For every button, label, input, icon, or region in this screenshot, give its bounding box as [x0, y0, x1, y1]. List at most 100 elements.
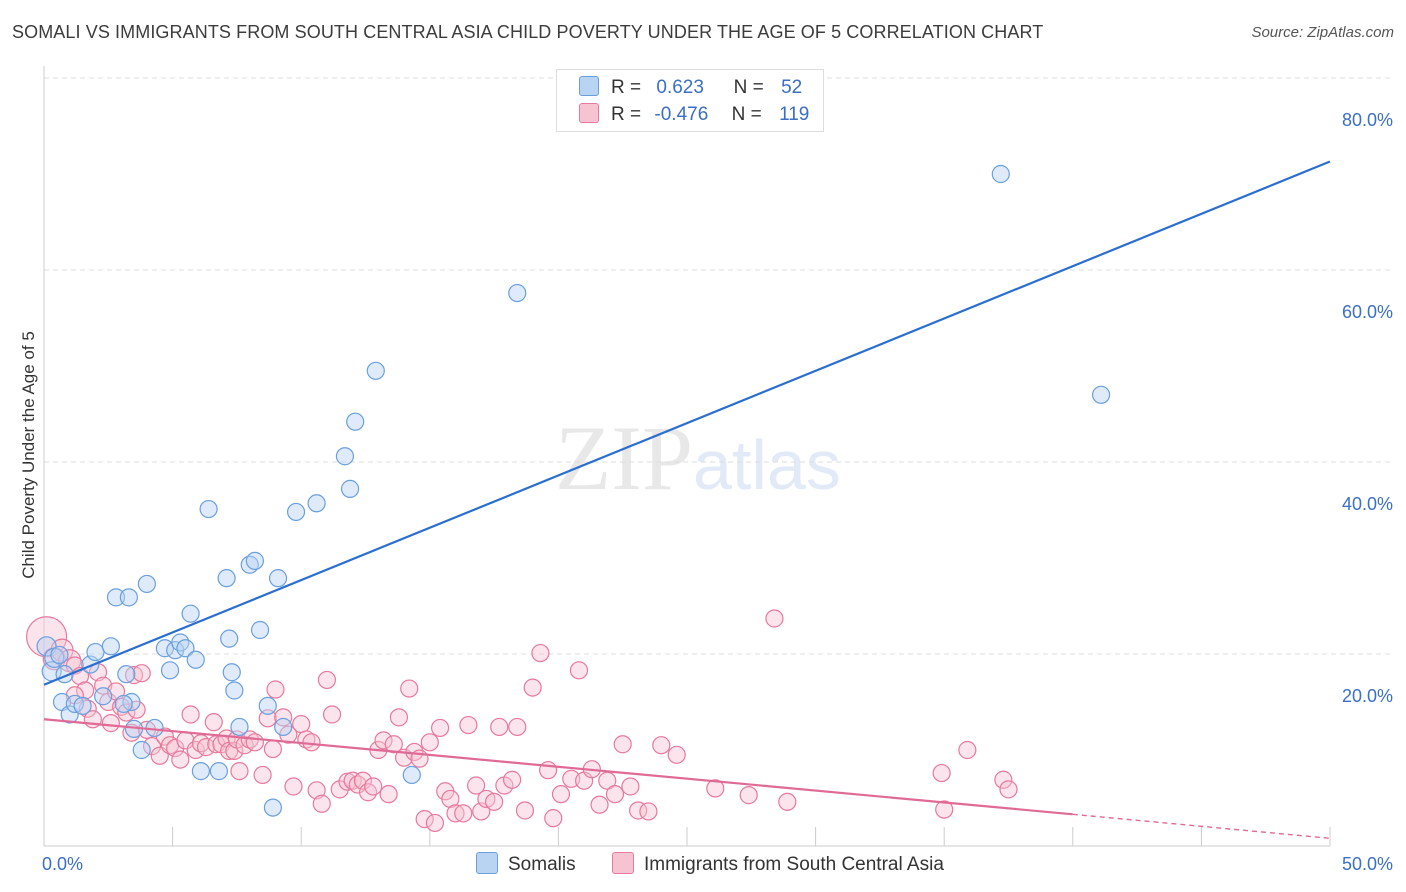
asia-point [485, 792, 504, 811]
legend-n-value: 119 [779, 104, 810, 125]
somali-point [137, 574, 156, 594]
x-tick-label: 50.0% [1342, 854, 1393, 874]
legend-r-value: 0.623 [656, 77, 704, 98]
y-axis-label: Child Poverty Under the Age of 5 [19, 331, 38, 579]
somali-point [222, 663, 241, 682]
asia-point [263, 739, 283, 759]
asia-point [358, 783, 378, 802]
asia-point [569, 661, 589, 680]
somali-point [268, 569, 288, 588]
somali-point [307, 494, 326, 513]
somali-point [181, 604, 200, 623]
asia-point [312, 794, 331, 813]
asia-point [415, 810, 434, 829]
asia-point [374, 731, 393, 750]
asia-point [142, 737, 162, 756]
somali-point [94, 687, 113, 706]
asia-point [621, 777, 640, 796]
somali-point [340, 479, 360, 498]
asia-point [935, 800, 954, 819]
axes [43, 66, 1331, 847]
asia-point [466, 776, 486, 795]
asia-point [389, 708, 409, 727]
asia-point [523, 678, 542, 697]
somali-point [230, 717, 249, 737]
asia-point [292, 714, 311, 734]
asia-point [503, 770, 522, 789]
asia-point [338, 772, 357, 791]
somali-point [991, 164, 1010, 184]
asia-point [166, 738, 185, 758]
asia-point [225, 741, 244, 761]
asia-point [999, 780, 1018, 799]
somali-swatch [476, 852, 498, 874]
asia-point [379, 785, 398, 804]
bottom-legend: Somalis Immigrants from South Central As… [0, 852, 1406, 878]
asia-point [706, 779, 725, 798]
asia-point [400, 679, 419, 698]
y-tick-label: 40.0% [1342, 494, 1393, 514]
somali-point [199, 499, 218, 519]
somali-point [209, 762, 228, 781]
asia-point [384, 735, 403, 754]
bottom-legend-somalis: Somalis [476, 852, 576, 876]
asia-swatch [612, 852, 634, 874]
bottom-legend-asia: Immigrants from South Central Asia [612, 852, 944, 876]
asia-trend-extension [1072, 813, 1331, 840]
legend-r-value: -0.476 [654, 104, 709, 125]
asia-point [590, 795, 609, 814]
asia-point [266, 680, 285, 699]
asia-point [171, 750, 190, 769]
asia-point [739, 786, 758, 805]
somali-point [245, 551, 265, 570]
asia-point [76, 681, 95, 700]
legend-n-value: 52 [781, 77, 803, 98]
asia-point [274, 708, 293, 727]
somali-point [250, 620, 270, 640]
asia-point [515, 801, 535, 820]
somali-point [117, 665, 136, 684]
source-label: Source: ZipAtlas.com [1251, 24, 1394, 41]
asia-point [765, 609, 784, 628]
asia-swatch [579, 103, 599, 123]
asia-point [490, 717, 509, 737]
asia-point [284, 777, 303, 796]
asia-point [958, 740, 977, 760]
legend-row-asia: R = -0.476 N = 119 [579, 103, 809, 127]
asia-points [25, 609, 1018, 833]
asia-point [101, 714, 120, 733]
asia-point [454, 804, 473, 823]
somali-point [119, 588, 138, 607]
asia-point [430, 718, 450, 738]
somali-point [217, 569, 236, 588]
asia-point [230, 762, 249, 781]
chart-title: SOMALI VS IMMIGRANTS FROM SOUTH CENTRAL … [12, 22, 1044, 42]
x-tick-label: 0.0% [42, 854, 83, 874]
somali-point [258, 696, 277, 715]
asia-point [307, 781, 326, 800]
somali-point [50, 645, 69, 665]
asia-point [235, 736, 254, 755]
asia-point [551, 785, 571, 804]
somali-point [225, 681, 244, 700]
y-tick-label: 20.0% [1342, 686, 1393, 706]
watermark: ZIPatlas [555, 405, 841, 511]
asia-point [302, 733, 321, 752]
asia-point [441, 789, 460, 809]
somali-point [114, 694, 133, 714]
asia-point [994, 770, 1013, 789]
somali-point [73, 696, 92, 715]
asia-point [330, 780, 349, 799]
asia-point [667, 745, 686, 764]
somali-point [160, 661, 180, 680]
somali-point [366, 361, 385, 380]
somali-point [1091, 385, 1111, 404]
legend-row-somali: R = 0.623 N = 52 [579, 76, 802, 100]
tick-labels: 20.0% 40.0% 60.0% 80.0% 0.0% 50.0% [42, 110, 1393, 874]
asia-point [112, 697, 131, 716]
asia-point [508, 717, 527, 737]
somali-point [263, 798, 283, 817]
somali-point [106, 588, 126, 607]
asia-point [531, 643, 550, 663]
